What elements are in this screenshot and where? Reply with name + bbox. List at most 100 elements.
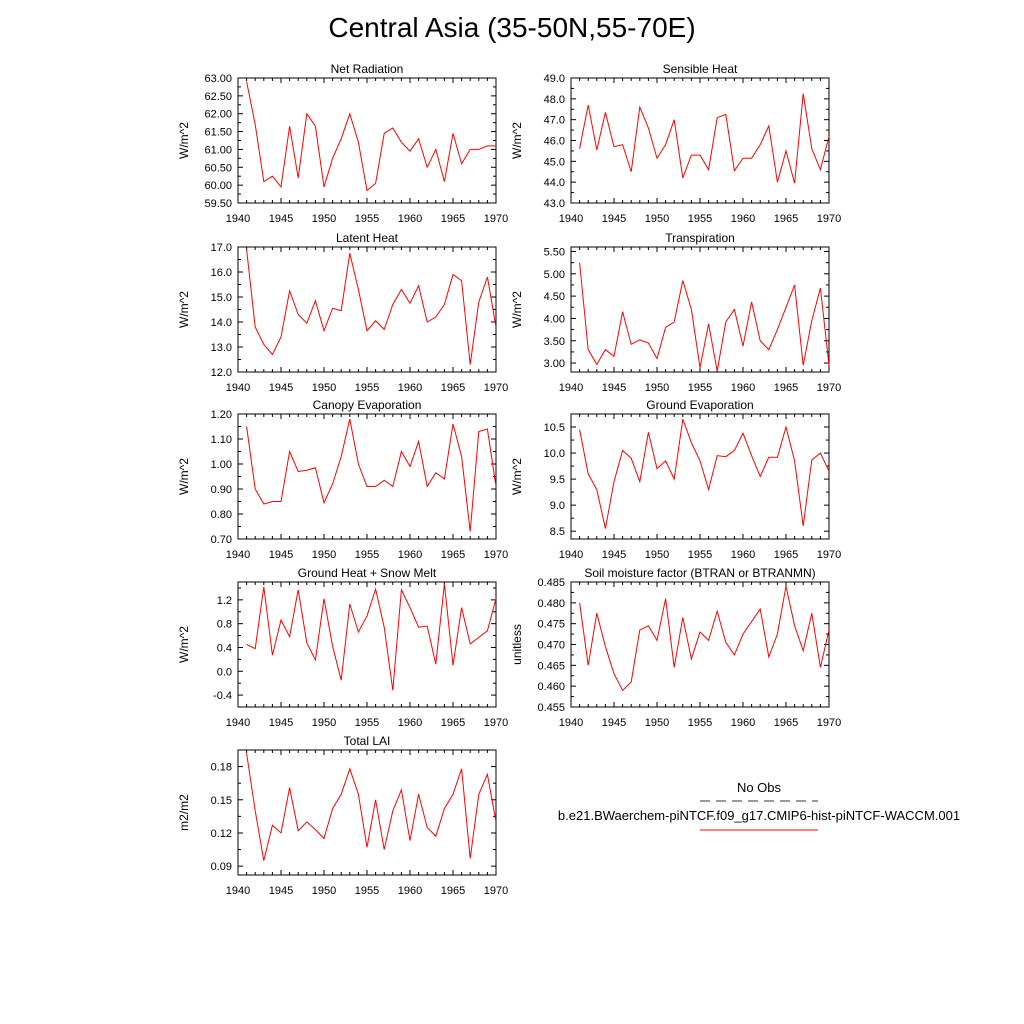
x-tick-label: 1945 bbox=[602, 382, 626, 394]
y-tick-label: 0.70 bbox=[211, 534, 232, 546]
y-tick-label: 0.465 bbox=[537, 660, 565, 672]
y-tick-label: 46.0 bbox=[544, 136, 565, 148]
plot-frame bbox=[237, 246, 497, 373]
plot-frame bbox=[237, 77, 497, 204]
x-tick-label: 1955 bbox=[688, 213, 712, 225]
y-tick-label: 43.0 bbox=[544, 198, 565, 210]
panel-title: Canopy Evaporation bbox=[313, 398, 422, 412]
x-tick-label: 1945 bbox=[602, 549, 626, 561]
y-tick-label: 4.50 bbox=[544, 291, 565, 303]
x-tick-label: 1945 bbox=[269, 717, 293, 729]
panel-title: Latent Heat bbox=[336, 231, 399, 245]
y-tick-label: 0.18 bbox=[211, 762, 232, 774]
x-tick-label: 1940 bbox=[226, 717, 250, 729]
series-line-transpiration bbox=[579, 262, 830, 372]
x-tick-label: 1960 bbox=[731, 717, 755, 729]
x-tick-label: 1960 bbox=[398, 549, 422, 561]
x-tick-label: 1940 bbox=[226, 549, 250, 561]
y-tick-label: 0.80 bbox=[211, 509, 232, 521]
series-line-sensible-heat bbox=[579, 93, 830, 184]
x-tick-label: 1950 bbox=[312, 717, 336, 729]
y-axis-label: unitless bbox=[510, 624, 524, 665]
y-tick-label: 0.8 bbox=[217, 619, 232, 631]
x-tick-label: 1940 bbox=[559, 549, 583, 561]
x-tick-label: 1970 bbox=[484, 549, 508, 561]
x-tick-label: 1960 bbox=[398, 717, 422, 729]
panel-canopy-evaporation: Canopy Evaporation W/m^2 1940 1945 1950 1955 1… bbox=[177, 398, 508, 561]
y-tick-label: 0.485 bbox=[537, 577, 565, 589]
y-tick-label: 60.50 bbox=[204, 162, 232, 174]
y-tick-label: 9.0 bbox=[550, 500, 565, 512]
y-axis-label: W/m^2 bbox=[177, 122, 191, 159]
y-tick-label: 62.50 bbox=[204, 91, 232, 103]
x-tick-label: 1970 bbox=[484, 717, 508, 729]
plot-frame bbox=[237, 581, 497, 708]
panel-grid: Net Radiation W/m^2 1940 1945 1950 1955 1960 19… bbox=[177, 62, 841, 897]
y-tick-label: 0.4 bbox=[217, 642, 232, 654]
panel-title: Transpiration bbox=[665, 231, 735, 245]
x-tick-label: 1955 bbox=[355, 885, 379, 897]
y-tick-label: 61.50 bbox=[204, 127, 232, 139]
x-tick-label: 1965 bbox=[441, 717, 465, 729]
x-tick-label: 1950 bbox=[645, 717, 669, 729]
y-tick-label: 60.00 bbox=[204, 180, 232, 192]
y-tick-label: 59.50 bbox=[204, 198, 232, 210]
y-tick-label: 12.0 bbox=[211, 367, 232, 379]
y-axis-label: W/m^2 bbox=[510, 122, 524, 159]
series-line-soil-moisture-factor-btran-or-btranmn bbox=[579, 586, 830, 692]
x-tick-label: 1950 bbox=[312, 885, 336, 897]
y-axis-label: m2/m2 bbox=[177, 794, 191, 831]
x-tick-label: 1940 bbox=[226, 382, 250, 394]
series-line-ground-evaporation bbox=[579, 419, 830, 529]
y-tick-label: 48.0 bbox=[544, 94, 565, 106]
x-tick-label: 1965 bbox=[441, 885, 465, 897]
y-tick-label: 44.0 bbox=[544, 177, 565, 189]
y-tick-label: 61.00 bbox=[204, 144, 232, 156]
x-tick-label: 1970 bbox=[484, 382, 508, 394]
x-tick-label: 1965 bbox=[774, 213, 798, 225]
x-tick-label: 1955 bbox=[688, 549, 712, 561]
panel-latent-heat: Latent Heat W/m^2 1940 1945 1950 1955 1960 1965… bbox=[177, 231, 508, 394]
x-tick-label: 1940 bbox=[226, 885, 250, 897]
y-tick-label: 0.475 bbox=[537, 619, 565, 631]
x-tick-label: 1950 bbox=[312, 213, 336, 225]
x-tick-label: 1955 bbox=[355, 213, 379, 225]
y-tick-label: -0.4 bbox=[213, 690, 232, 702]
panel-sensible-heat: Sensible Heat W/m^2 1940 1945 1950 1955 1960 19… bbox=[510, 62, 841, 225]
x-tick-label: 1970 bbox=[817, 717, 841, 729]
panel-title: Soil moisture factor (BTRAN or BTRANMN) bbox=[584, 566, 815, 580]
y-tick-label: 5.50 bbox=[544, 246, 565, 258]
x-tick-label: 1965 bbox=[774, 382, 798, 394]
plot-frame bbox=[570, 77, 830, 204]
y-tick-label: 3.00 bbox=[544, 358, 565, 370]
panel-title: Sensible Heat bbox=[663, 62, 738, 76]
y-tick-label: 0.15 bbox=[211, 795, 232, 807]
y-tick-label: 0.470 bbox=[537, 640, 565, 652]
y-tick-label: 0.09 bbox=[211, 861, 232, 873]
x-tick-label: 1965 bbox=[441, 382, 465, 394]
y-tick-label: 9.5 bbox=[550, 474, 565, 486]
x-tick-label: 1965 bbox=[774, 549, 798, 561]
y-tick-label: 1.20 bbox=[211, 409, 232, 421]
y-tick-label: 62.00 bbox=[204, 109, 232, 121]
y-axis-label: W/m^2 bbox=[177, 458, 191, 495]
x-tick-label: 1950 bbox=[645, 549, 669, 561]
x-tick-label: 1965 bbox=[774, 717, 798, 729]
panel-title: Total LAI bbox=[344, 734, 391, 748]
series-line-latent-heat bbox=[246, 249, 497, 365]
x-tick-label: 1955 bbox=[355, 382, 379, 394]
y-tick-label: 8.5 bbox=[550, 526, 565, 538]
y-tick-label: 4.00 bbox=[544, 313, 565, 325]
y-tick-label: 0.90 bbox=[211, 484, 232, 496]
y-tick-label: 13.0 bbox=[211, 342, 232, 354]
y-tick-label: 63.00 bbox=[204, 73, 232, 85]
x-tick-label: 1940 bbox=[226, 213, 250, 225]
page-title: Central Asia (35-50N,55-70E) bbox=[328, 12, 696, 43]
y-tick-label: 3.50 bbox=[544, 336, 565, 348]
x-tick-label: 1945 bbox=[269, 382, 293, 394]
series-line-net-radiation bbox=[246, 81, 496, 192]
x-tick-label: 1960 bbox=[398, 382, 422, 394]
x-tick-label: 1960 bbox=[398, 213, 422, 225]
x-tick-label: 1970 bbox=[817, 213, 841, 225]
